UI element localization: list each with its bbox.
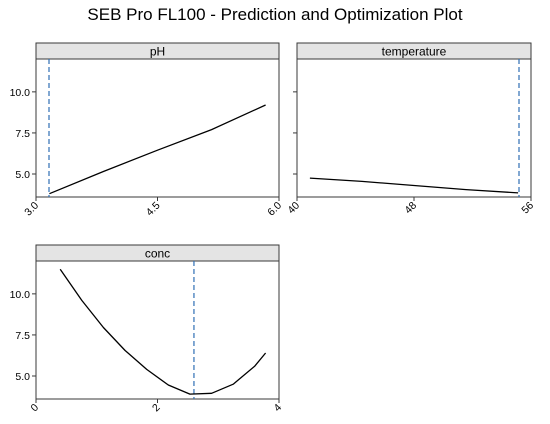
y-tick-label: 10.0 xyxy=(10,87,31,99)
plot-area xyxy=(296,58,532,198)
panel-pH: pH 5.0 7.5 10.0 3.0 4.5 6.0 xyxy=(10,42,284,219)
plot-area xyxy=(35,58,280,198)
panel-conc: conc 5.0 7.5 10.0 0 2 4 xyxy=(10,244,285,415)
x-tick-label: 4.5 xyxy=(144,200,163,219)
response-curve xyxy=(59,268,267,395)
x-tick-label: 56 xyxy=(519,200,536,217)
x-tick-label: 3.0 xyxy=(22,200,41,219)
y-tick-label: 7.5 xyxy=(15,330,30,342)
response-curve xyxy=(49,104,266,195)
panel-temperature: temperature 40 48 56 xyxy=(285,42,536,217)
x-tick-label: 4 xyxy=(272,402,285,415)
y-tick-label: 7.5 xyxy=(15,128,30,140)
x-tick-label: 0 xyxy=(29,402,42,415)
x-tick-label: 48 xyxy=(402,200,419,217)
x-tick-label: 40 xyxy=(285,200,302,217)
x-tick-label: 2 xyxy=(150,402,163,415)
panel-title: pH xyxy=(150,45,165,59)
y-tick-label: 5.0 xyxy=(15,169,30,181)
y-tick-label: 5.0 xyxy=(15,371,30,383)
x-tick-label: 6.0 xyxy=(265,200,284,219)
panel-title: conc xyxy=(145,247,170,261)
figure-title: SEB Pro FL100 - Prediction and Optimizat… xyxy=(87,5,463,24)
panel-title: temperature xyxy=(382,45,447,59)
plot-area xyxy=(35,260,280,400)
y-tick-label: 10.0 xyxy=(10,289,31,301)
response-curve xyxy=(309,177,519,194)
